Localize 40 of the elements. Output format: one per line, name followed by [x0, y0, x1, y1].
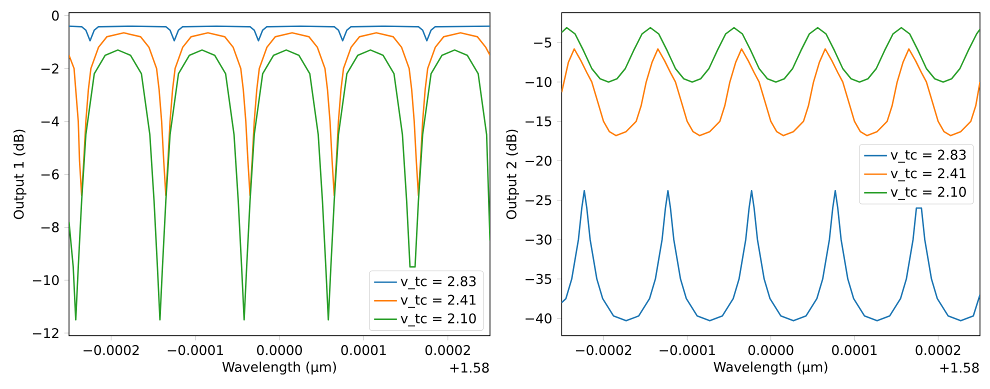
x-tick-label: 0.0002: [916, 345, 960, 356]
y-tick-label: −40: [526, 313, 552, 324]
y-tick-label: −10: [526, 76, 552, 88]
x-tick-label: 0.0001: [341, 345, 386, 356]
y-tick-label: −15: [526, 116, 552, 126]
y-axis-title: Output 2 (dB): [506, 130, 520, 220]
y-tick-label: −12: [32, 328, 58, 338]
x-tick-label: −0.0002: [576, 345, 632, 356]
y-tick-label: −2: [41, 64, 58, 74]
x-axis-title: Wavelength (µm): [222, 362, 336, 375]
y-tick-label: −6: [41, 169, 59, 180]
legend-label: v_tc = 2.41: [890, 168, 966, 182]
x-tick-label: 0.0002: [425, 345, 470, 356]
y-tick-label: −8: [41, 222, 59, 232]
x-tick-label: −0.0001: [660, 345, 715, 356]
y-tick-label: −4: [41, 116, 59, 126]
x-tick-label: 0.0000: [257, 345, 302, 356]
y-tick-label: −20: [526, 156, 552, 166]
legend-label: v_tc = 2.10: [890, 186, 966, 200]
line-series: [562, 26, 980, 83]
legend-label: v_tc = 2.83: [890, 150, 966, 163]
y-tick-label: −35: [526, 274, 552, 284]
y-tick-label: −25: [526, 195, 552, 206]
x-axis-title: Wavelength (µm): [714, 362, 828, 375]
x-tick-label: 0.0000: [748, 345, 794, 356]
x-tick-label: −0.0002: [84, 345, 139, 356]
line-series: [562, 48, 980, 136]
legend-label: v_tc = 2.10: [400, 313, 476, 326]
y-tick-label: −5: [534, 38, 552, 48]
x-tick-label: 0.0001: [832, 345, 877, 356]
text: +1.58: [940, 362, 979, 373]
text: +1.58: [450, 362, 489, 373]
y-tick-label: −10: [32, 275, 59, 286]
y-tick-label: −30: [526, 234, 552, 245]
legend-label: v_tc = 2.41: [400, 294, 476, 308]
x-tick-label: −0.0001: [168, 345, 223, 356]
y-tick-label: 0: [52, 10, 59, 21]
y-axis-title: Output 1 (dB): [13, 130, 26, 220]
line-series: [69, 25, 490, 42]
legend-label: v_tc = 2.83: [400, 276, 476, 290]
